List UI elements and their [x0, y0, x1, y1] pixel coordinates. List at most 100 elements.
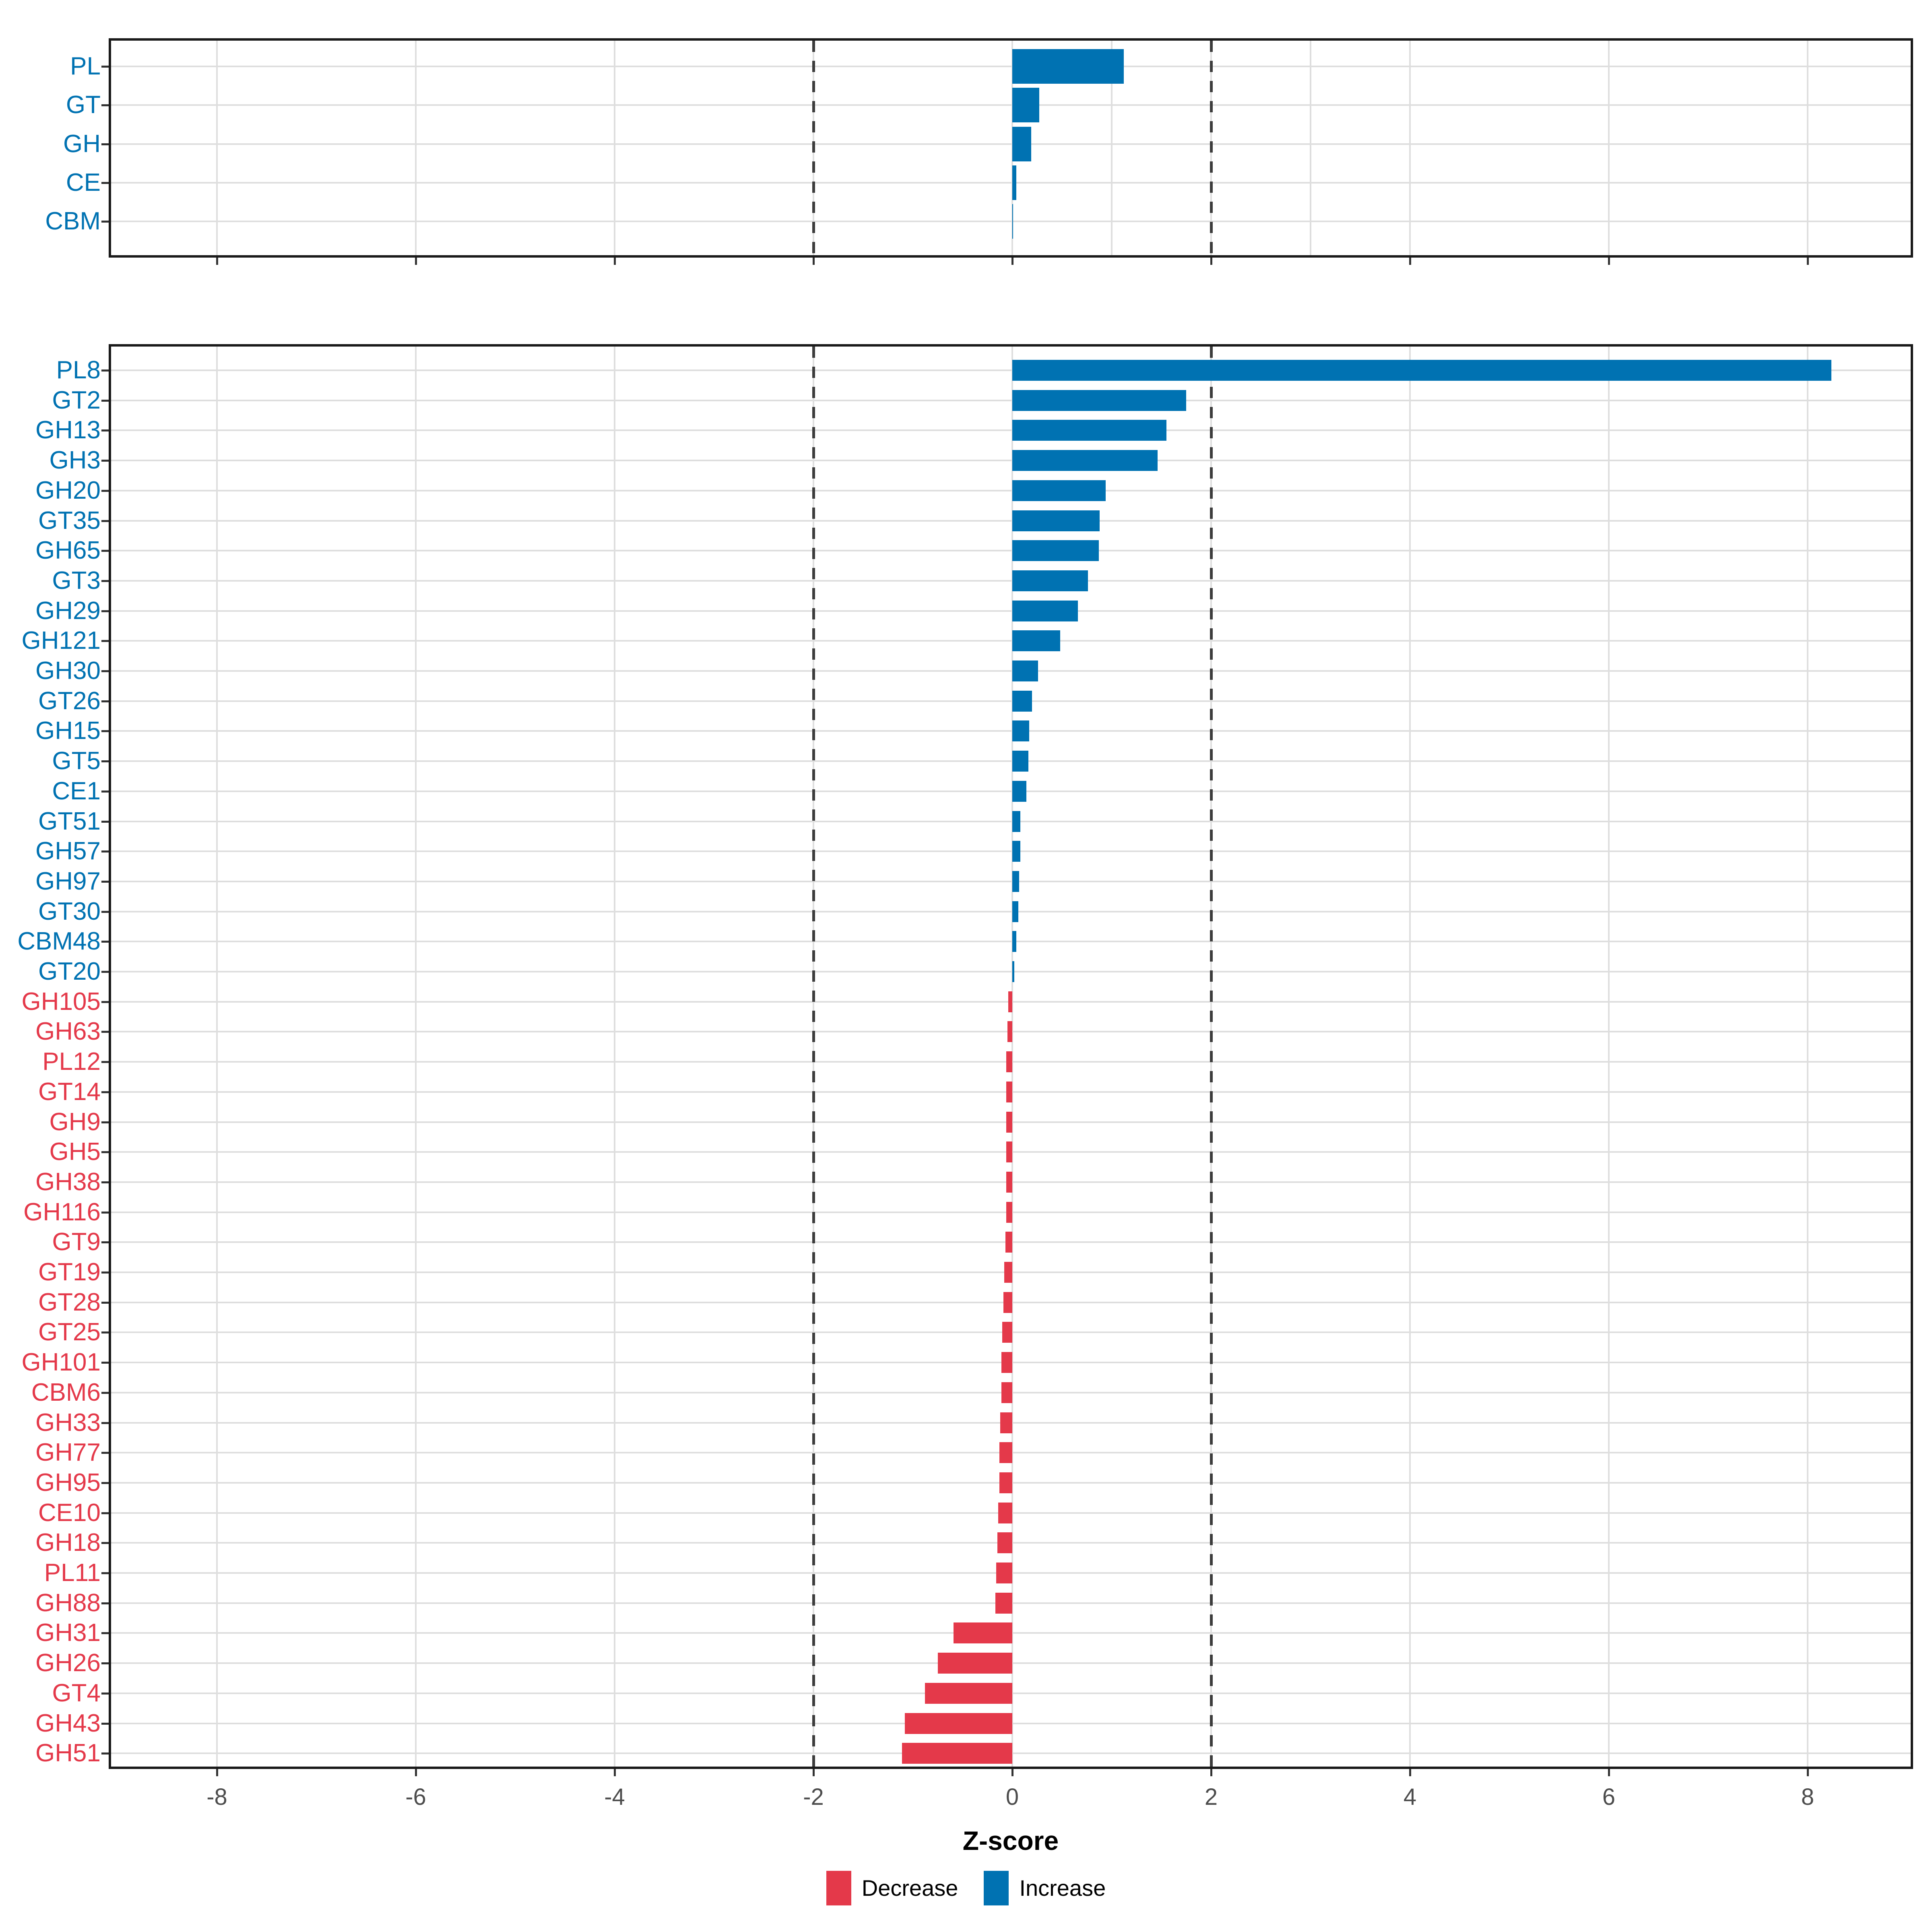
bar-GH88 [995, 1592, 1012, 1614]
gridline-horizontal [111, 670, 1911, 672]
category-label-GT51: GT51 [38, 807, 101, 835]
bar-GH29 [1012, 600, 1078, 621]
category-label-GH77: GH77 [35, 1439, 101, 1467]
y-tick-mark [101, 1121, 109, 1123]
y-tick-mark [101, 1452, 109, 1454]
y-tick-mark [101, 182, 109, 184]
gridline-vertical [1409, 347, 1411, 1767]
x-tick-label--2: -2 [803, 1784, 824, 1810]
x-tick-mark [813, 1769, 815, 1776]
category-label-GT30: GT30 [38, 897, 101, 925]
category-label-GH65: GH65 [35, 537, 101, 565]
bar-GT20 [1012, 961, 1014, 982]
bar-GH121 [1012, 630, 1060, 652]
x-tick-label-2: 2 [1204, 1784, 1218, 1810]
bar-GH105 [1008, 991, 1012, 1012]
gridline-vertical [1409, 41, 1411, 255]
gridline-vertical [1608, 41, 1610, 255]
category-label-GH38: GH38 [35, 1168, 101, 1196]
category-label-GH15: GH15 [35, 717, 101, 745]
y-tick-mark [101, 640, 109, 642]
bar-GH65 [1012, 540, 1099, 561]
gridline-vertical [1011, 347, 1013, 1767]
y-tick-mark [101, 610, 109, 612]
y-tick-mark [101, 399, 109, 402]
legend-label-decrease: Decrease [861, 1875, 958, 1901]
y-tick-mark [101, 1752, 109, 1755]
bar-CE1 [1012, 780, 1026, 802]
bar-GH116 [1006, 1201, 1012, 1223]
gridline-vertical [1807, 41, 1808, 255]
category-label-PL: PL [70, 52, 101, 80]
bar-GH3 [1012, 450, 1158, 471]
category-label-GT3: GT3 [52, 566, 101, 594]
y-tick-mark [101, 971, 109, 973]
gridline-horizontal [111, 143, 1911, 145]
x-tick-label--6: -6 [405, 1784, 426, 1810]
gridline-vertical [1310, 41, 1311, 255]
legend-swatch-decrease-icon [826, 1871, 851, 1905]
x-tick-mark [1409, 258, 1411, 265]
gridline-vertical [614, 41, 615, 255]
gridline-horizontal [111, 221, 1911, 223]
x-tick-label-4: 4 [1403, 1784, 1417, 1810]
bar-GT19 [1004, 1262, 1012, 1283]
y-tick-mark [101, 1241, 109, 1244]
gridline-vertical [216, 347, 218, 1767]
y-tick-mark [101, 1001, 109, 1003]
category-label-GH31: GH31 [35, 1619, 101, 1647]
gridline-horizontal [111, 790, 1911, 792]
category-label-GH5: GH5 [49, 1138, 101, 1166]
y-tick-mark [101, 820, 109, 823]
panel-family-detail [109, 344, 1913, 1769]
gridline-horizontal [111, 730, 1911, 732]
bar-GH5 [1006, 1141, 1012, 1163]
bar-GT2 [1012, 390, 1187, 411]
bar-PL11 [996, 1563, 1012, 1583]
bar-GT [1012, 88, 1039, 123]
category-label-GH63: GH63 [35, 1018, 101, 1046]
y-tick-mark [101, 1061, 109, 1063]
bar-GH101 [1001, 1352, 1012, 1373]
gridline-vertical [614, 347, 615, 1767]
category-label-GT9: GT9 [52, 1228, 101, 1256]
bar-GT14 [1006, 1081, 1012, 1102]
category-label-GH57: GH57 [35, 837, 101, 865]
gridline-vertical [1807, 347, 1808, 1767]
bar-GH97 [1012, 871, 1020, 892]
bar-GH38 [1006, 1171, 1012, 1193]
bar-GH57 [1012, 841, 1020, 862]
bar-GT26 [1012, 690, 1032, 712]
y-tick-mark [101, 1572, 109, 1574]
x-axis-title: Z-score [962, 1826, 1059, 1856]
category-label-PL8: PL8 [56, 356, 101, 384]
gridline-horizontal [111, 369, 1911, 371]
category-label-GT26: GT26 [38, 687, 101, 715]
bar-GT35 [1012, 510, 1100, 531]
y-tick-mark [101, 1722, 109, 1725]
category-label-GH43: GH43 [35, 1709, 101, 1737]
gridline-horizontal [111, 429, 1911, 431]
dashed-guide-line [1210, 41, 1213, 255]
bar-GH26 [937, 1653, 1012, 1674]
y-tick-mark [101, 520, 109, 522]
x-tick-mark [1210, 1769, 1212, 1776]
gridline-horizontal [111, 850, 1911, 852]
y-tick-mark [101, 429, 109, 432]
x-tick-label-6: 6 [1602, 1784, 1616, 1810]
y-tick-mark [101, 1091, 109, 1093]
y-tick-mark [101, 1362, 109, 1364]
x-tick-mark [1807, 1769, 1809, 1776]
y-tick-mark [101, 66, 109, 68]
gridline-horizontal [111, 880, 1911, 882]
bar-GT3 [1012, 570, 1088, 591]
category-label-GT4: GT4 [52, 1679, 101, 1707]
bar-GH20 [1012, 480, 1106, 501]
dashed-guide-line [812, 41, 815, 255]
gridline-horizontal [111, 640, 1911, 642]
category-label-GH51: GH51 [35, 1739, 101, 1767]
category-label-GH26: GH26 [35, 1649, 101, 1677]
y-tick-mark [101, 1301, 109, 1304]
gridline-horizontal [111, 489, 1911, 491]
category-label-GH30: GH30 [35, 657, 101, 685]
